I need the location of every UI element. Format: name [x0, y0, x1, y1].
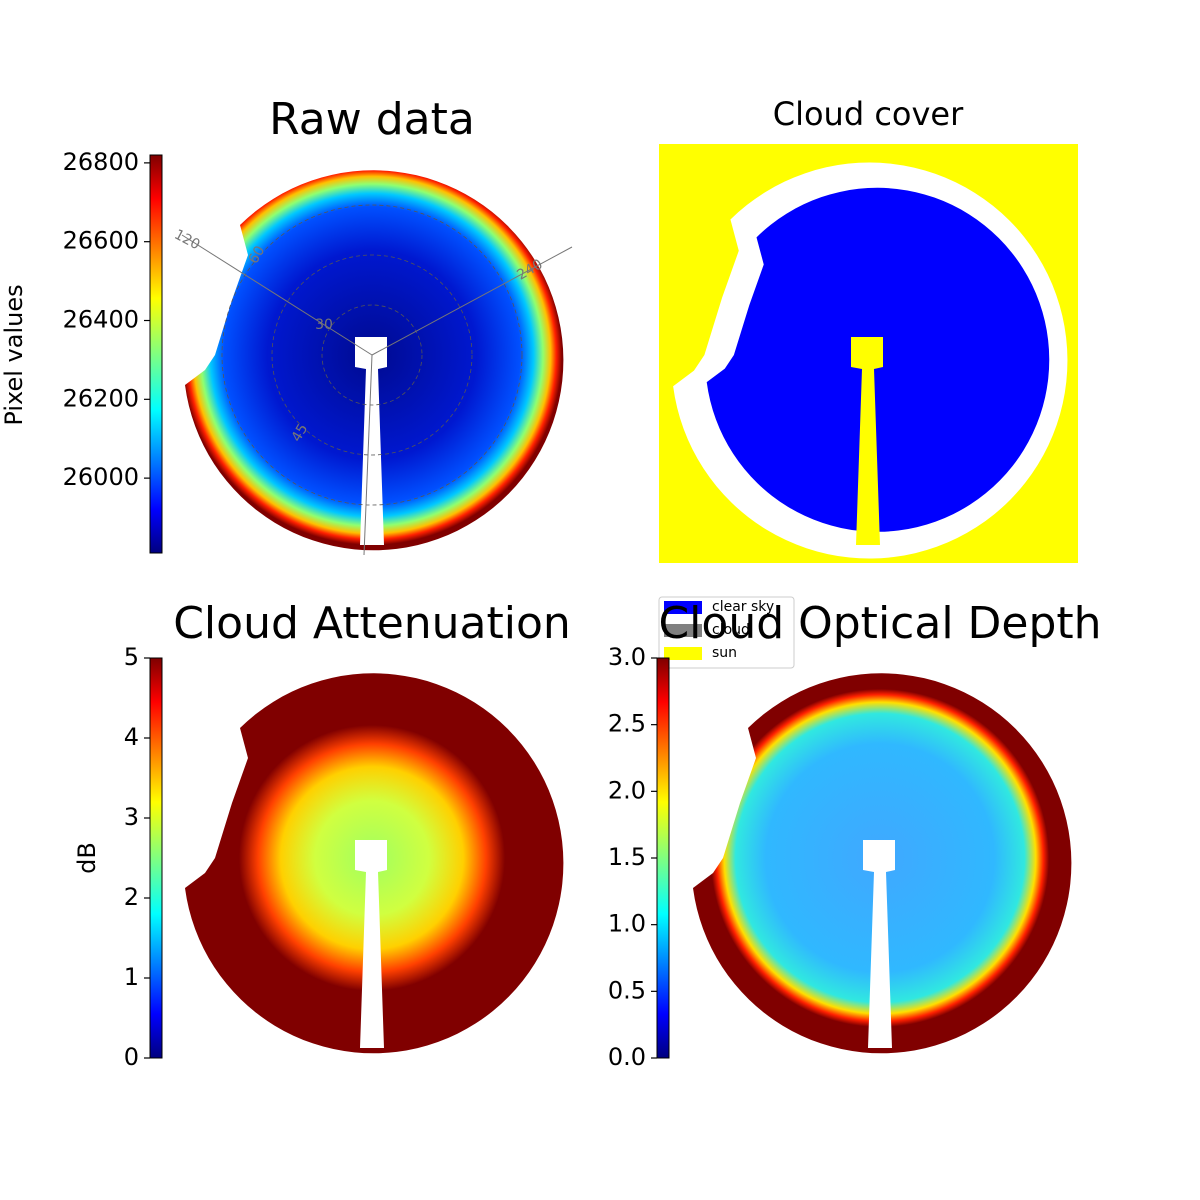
legend-swatch [664, 647, 702, 660]
colorbar-tick-label: 0.0 [608, 1043, 646, 1071]
colorbar-tick-label: 26600 [63, 227, 139, 255]
polar-line [371, 246, 573, 356]
legend-swatch [664, 601, 702, 614]
colorbar-tick-label: 2.0 [608, 776, 646, 804]
colorbar-tick-label: 2 [124, 883, 139, 911]
colorbar [149, 657, 163, 1059]
panel-title: Cloud cover [773, 95, 964, 133]
colorbar-label: Pixel values [0, 284, 28, 425]
polar-grid [321, 304, 423, 406]
image-panel [693, 673, 1072, 1054]
colorbar-tick-label: 1 [124, 963, 139, 991]
polar-label: 45 [289, 421, 312, 444]
colorbar-tick-label: 1.0 [608, 910, 646, 938]
colorbar-tick-label: 26000 [63, 463, 139, 491]
colorbar-tick-label: 2.5 [608, 710, 646, 738]
image-panel [659, 144, 1078, 563]
polar-label: 30 [315, 317, 333, 333]
polar-line [363, 354, 373, 556]
legend: clear sky cloud sun [658, 596, 795, 669]
mast [863, 840, 895, 1048]
legend-label: clear sky [712, 599, 774, 615]
panel-title: Raw data [269, 94, 475, 145]
legend-label: sun [712, 645, 737, 661]
polar-label: 60 [246, 243, 269, 266]
mast [851, 337, 883, 545]
image-panel [185, 673, 564, 1054]
colorbar-tick-label: 26800 [63, 148, 139, 176]
colorbar-tick-label: 3 [124, 803, 139, 831]
colorbar-tick-label: 5 [124, 643, 139, 671]
colorbar-tick-label: 4 [124, 723, 139, 751]
panel-title: Cloud Optical Depth [658, 598, 1101, 649]
colorbar-label: dB [73, 842, 101, 874]
polar-line [181, 234, 373, 356]
colorbar [656, 657, 670, 1059]
mast [355, 840, 387, 1048]
polar-grid [271, 254, 473, 456]
colorbar-tick-label: 1.5 [608, 843, 646, 871]
colorbar-tick-label: 26200 [63, 384, 139, 412]
colorbar-tick-label: 0.5 [608, 976, 646, 1004]
colorbar-tick-label: 26400 [63, 306, 139, 334]
colorbar [149, 154, 163, 554]
legend-label: cloud [712, 622, 750, 638]
colorbar-tick-label: 3.0 [608, 643, 646, 671]
polar-label: 120 [171, 227, 202, 254]
colorbar-tick-label: 0 [124, 1043, 139, 1071]
polar-grid [221, 204, 523, 506]
legend-swatch [664, 624, 702, 637]
mast [355, 337, 387, 545]
panel-title: Cloud Attenuation [173, 598, 571, 649]
